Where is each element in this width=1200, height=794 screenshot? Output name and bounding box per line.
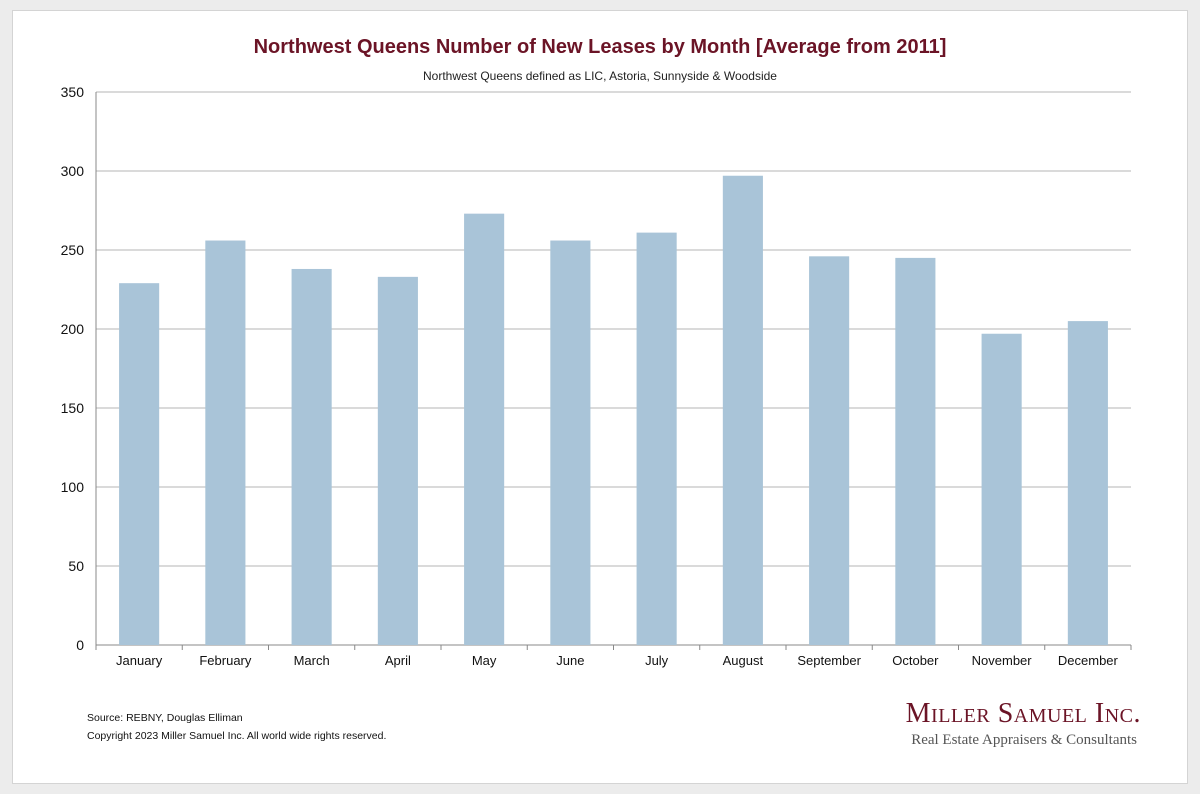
x-tick-label: May: [472, 653, 497, 668]
bar: [981, 333, 1022, 645]
bar: [809, 256, 850, 645]
company-logo-tagline: Real Estate Appraisers & Consultants: [911, 732, 1137, 748]
x-tick-label: October: [892, 653, 939, 668]
y-tick-label: 200: [61, 321, 85, 337]
copyright-note: Copyright 2023 Miller Samuel Inc. All wo…: [87, 730, 387, 742]
x-tick-label: March: [294, 653, 330, 668]
y-tick-label: 0: [76, 637, 84, 653]
x-tick-label: November: [972, 653, 1033, 668]
bar: [722, 175, 763, 646]
bar: [895, 257, 936, 645]
chart-subtitle: Northwest Queens defined as LIC, Astoria…: [423, 69, 777, 83]
chart-card: Northwest Queens Number of New Leases by…: [12, 10, 1188, 784]
y-tick-label: 50: [68, 558, 84, 574]
y-tick-label: 150: [61, 400, 85, 416]
x-tick-label: July: [645, 653, 669, 668]
bar: [377, 276, 418, 645]
y-tick-label: 300: [61, 163, 85, 179]
y-tick-label: 350: [61, 84, 85, 100]
x-tick-label: April: [385, 653, 411, 668]
x-tick-label: January: [116, 653, 163, 668]
x-tick-label: August: [723, 653, 764, 668]
bar: [205, 240, 246, 645]
y-tick-label: 100: [61, 479, 85, 495]
bar: [550, 240, 591, 645]
bar-chart: 0 50 100 150 200 250 300 350 January February Marc…: [61, 84, 1132, 668]
bar: [1067, 321, 1108, 645]
bar: [119, 283, 160, 645]
x-tick-label: September: [797, 653, 861, 668]
x-tick-label: February: [199, 653, 252, 668]
bar: [636, 232, 677, 645]
source-note: Source: REBNY, Douglas Elliman: [87, 712, 243, 724]
x-tick-label: December: [1058, 653, 1119, 668]
chart-title: Northwest Queens Number of New Leases by…: [253, 36, 947, 58]
bar: [464, 213, 505, 645]
bar: [291, 268, 332, 645]
company-logo-name: Miller Samuel Inc.: [905, 698, 1141, 729]
y-tick-label: 250: [61, 242, 85, 258]
x-tick-label: June: [556, 653, 584, 668]
